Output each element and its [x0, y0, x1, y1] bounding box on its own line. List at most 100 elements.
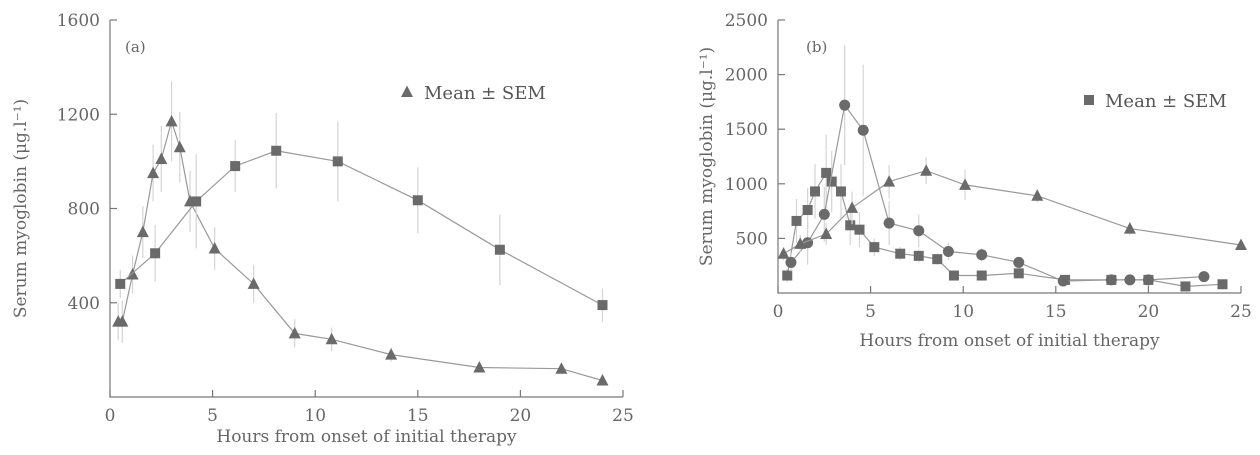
data-point-square [869, 242, 880, 253]
data-point-square [1180, 281, 1191, 292]
data-point-triangle [173, 140, 186, 153]
data-point-circle [1013, 256, 1025, 268]
series-a-triangle [112, 81, 609, 386]
data-point-triangle [325, 332, 338, 345]
series-line [783, 170, 1242, 255]
data-point-circle [857, 124, 869, 136]
data-point-triangle [155, 152, 168, 165]
series-b-square [782, 134, 1228, 292]
data-point-square [1217, 279, 1228, 290]
y-tick-label-b: 500 [736, 229, 768, 249]
data-point-triangle [385, 348, 398, 360]
data-point-circle [1057, 275, 1069, 287]
data-point-circle [839, 99, 851, 111]
y-tick-label-b: 1500 [725, 120, 768, 140]
x-tick-label-a: 20 [510, 406, 532, 426]
data-point-square [948, 270, 959, 281]
data-point-triangle [208, 242, 221, 254]
data-point-square [932, 254, 943, 265]
data-point-triangle [147, 166, 160, 179]
panel-label-b: (b) [806, 38, 827, 56]
data-point-square [150, 248, 161, 259]
legend-a: Mean ± SEM [401, 83, 546, 104]
data-point-triangle [820, 227, 833, 240]
data-point-circle [1142, 274, 1154, 286]
data-point-circle [785, 256, 797, 268]
data-point-square [115, 278, 126, 289]
data-point-square [802, 205, 813, 216]
x-tick-label-b: 15 [1045, 302, 1067, 322]
axes-b [777, 20, 1241, 294]
y-tick-label-b: 1000 [725, 175, 768, 195]
series-line [119, 150, 603, 306]
data-point-square [821, 167, 832, 178]
x-tick-label-a: 25 [612, 406, 634, 426]
data-point-circle [883, 217, 895, 229]
x-tick-label-a: 0 [105, 406, 116, 426]
chart-panel-a: (a) Hours from onset of initial therapy … [11, 11, 634, 447]
data-point-triangle [920, 164, 933, 176]
y-tick-label-a: 1200 [57, 105, 100, 125]
data-point-triangle [165, 114, 178, 127]
data-point-square [895, 248, 906, 259]
x-tick-label-a: 10 [304, 406, 326, 426]
data-point-square [782, 270, 793, 281]
data-point-circle [942, 246, 954, 258]
series-b-triangle [777, 157, 1247, 261]
data-point-square [412, 195, 423, 206]
data-point-square [791, 215, 802, 226]
legend-marker-square [1084, 95, 1094, 105]
series-b-circle [785, 45, 1210, 287]
x-tick-label-b: 5 [865, 302, 876, 322]
data-point-circle [913, 225, 925, 237]
data-point-square [854, 224, 865, 235]
x-tick-label-b: 10 [952, 302, 974, 322]
data-point-square [1013, 268, 1024, 279]
y-axis-label-a: Serum myoglobin (μg.l⁻¹) [11, 99, 31, 318]
series-line [118, 119, 603, 382]
data-point-triangle [1235, 238, 1247, 250]
data-point-circle [1124, 274, 1136, 286]
data-point-square [976, 270, 987, 281]
data-point-triangle [473, 361, 486, 373]
data-point-square [332, 156, 343, 167]
x-tick-label-a: 5 [207, 406, 218, 426]
data-point-triangle [288, 326, 301, 339]
data-point-triangle [1123, 222, 1136, 234]
data-point-square [271, 145, 282, 156]
x-tick-label-b: 20 [1138, 302, 1160, 322]
legend-b: Mean ± SEM [1084, 91, 1227, 112]
data-point-triangle [777, 247, 790, 259]
data-point-triangle [846, 201, 859, 213]
data-point-square [494, 244, 505, 255]
data-point-circle [976, 249, 988, 261]
chart-panel-b: (b) Hours from onset of initial therapy … [697, 11, 1252, 351]
y-tick-label-a: 400 [68, 294, 100, 314]
data-point-square [597, 300, 608, 311]
data-point-square [913, 250, 924, 261]
data-point-square [845, 220, 856, 231]
data-point-square [230, 161, 241, 172]
x-tick-label-b: 25 [1230, 302, 1252, 322]
data-point-triangle [555, 362, 568, 374]
data-point-square [810, 186, 821, 197]
legend-label-a: Mean ± SEM [424, 83, 546, 104]
x-axis-label-b: Hours from onset of initial therapy [859, 331, 1160, 351]
data-point-circle [1198, 271, 1210, 283]
data-point-circle [1105, 274, 1117, 286]
data-point-triangle [596, 374, 609, 386]
y-axis-label-b: Serum myoglobin (μg.l⁻¹) [697, 47, 717, 266]
data-point-triangle [247, 277, 260, 289]
series-a-square [115, 113, 608, 322]
x-tick-label-a: 15 [407, 406, 429, 426]
y-tick-label-a: 1600 [57, 11, 100, 31]
y-tick-label-b: 2500 [725, 11, 768, 31]
y-tick-label-a: 800 [68, 200, 100, 220]
x-tick-label-b: 0 [773, 302, 784, 322]
data-point-triangle [883, 175, 896, 187]
axes-a [109, 20, 623, 398]
x-axis-label-a: Hours from onset of initial therapy [216, 427, 517, 447]
panel-label-a: (a) [125, 38, 146, 56]
data-point-triangle [116, 315, 129, 327]
